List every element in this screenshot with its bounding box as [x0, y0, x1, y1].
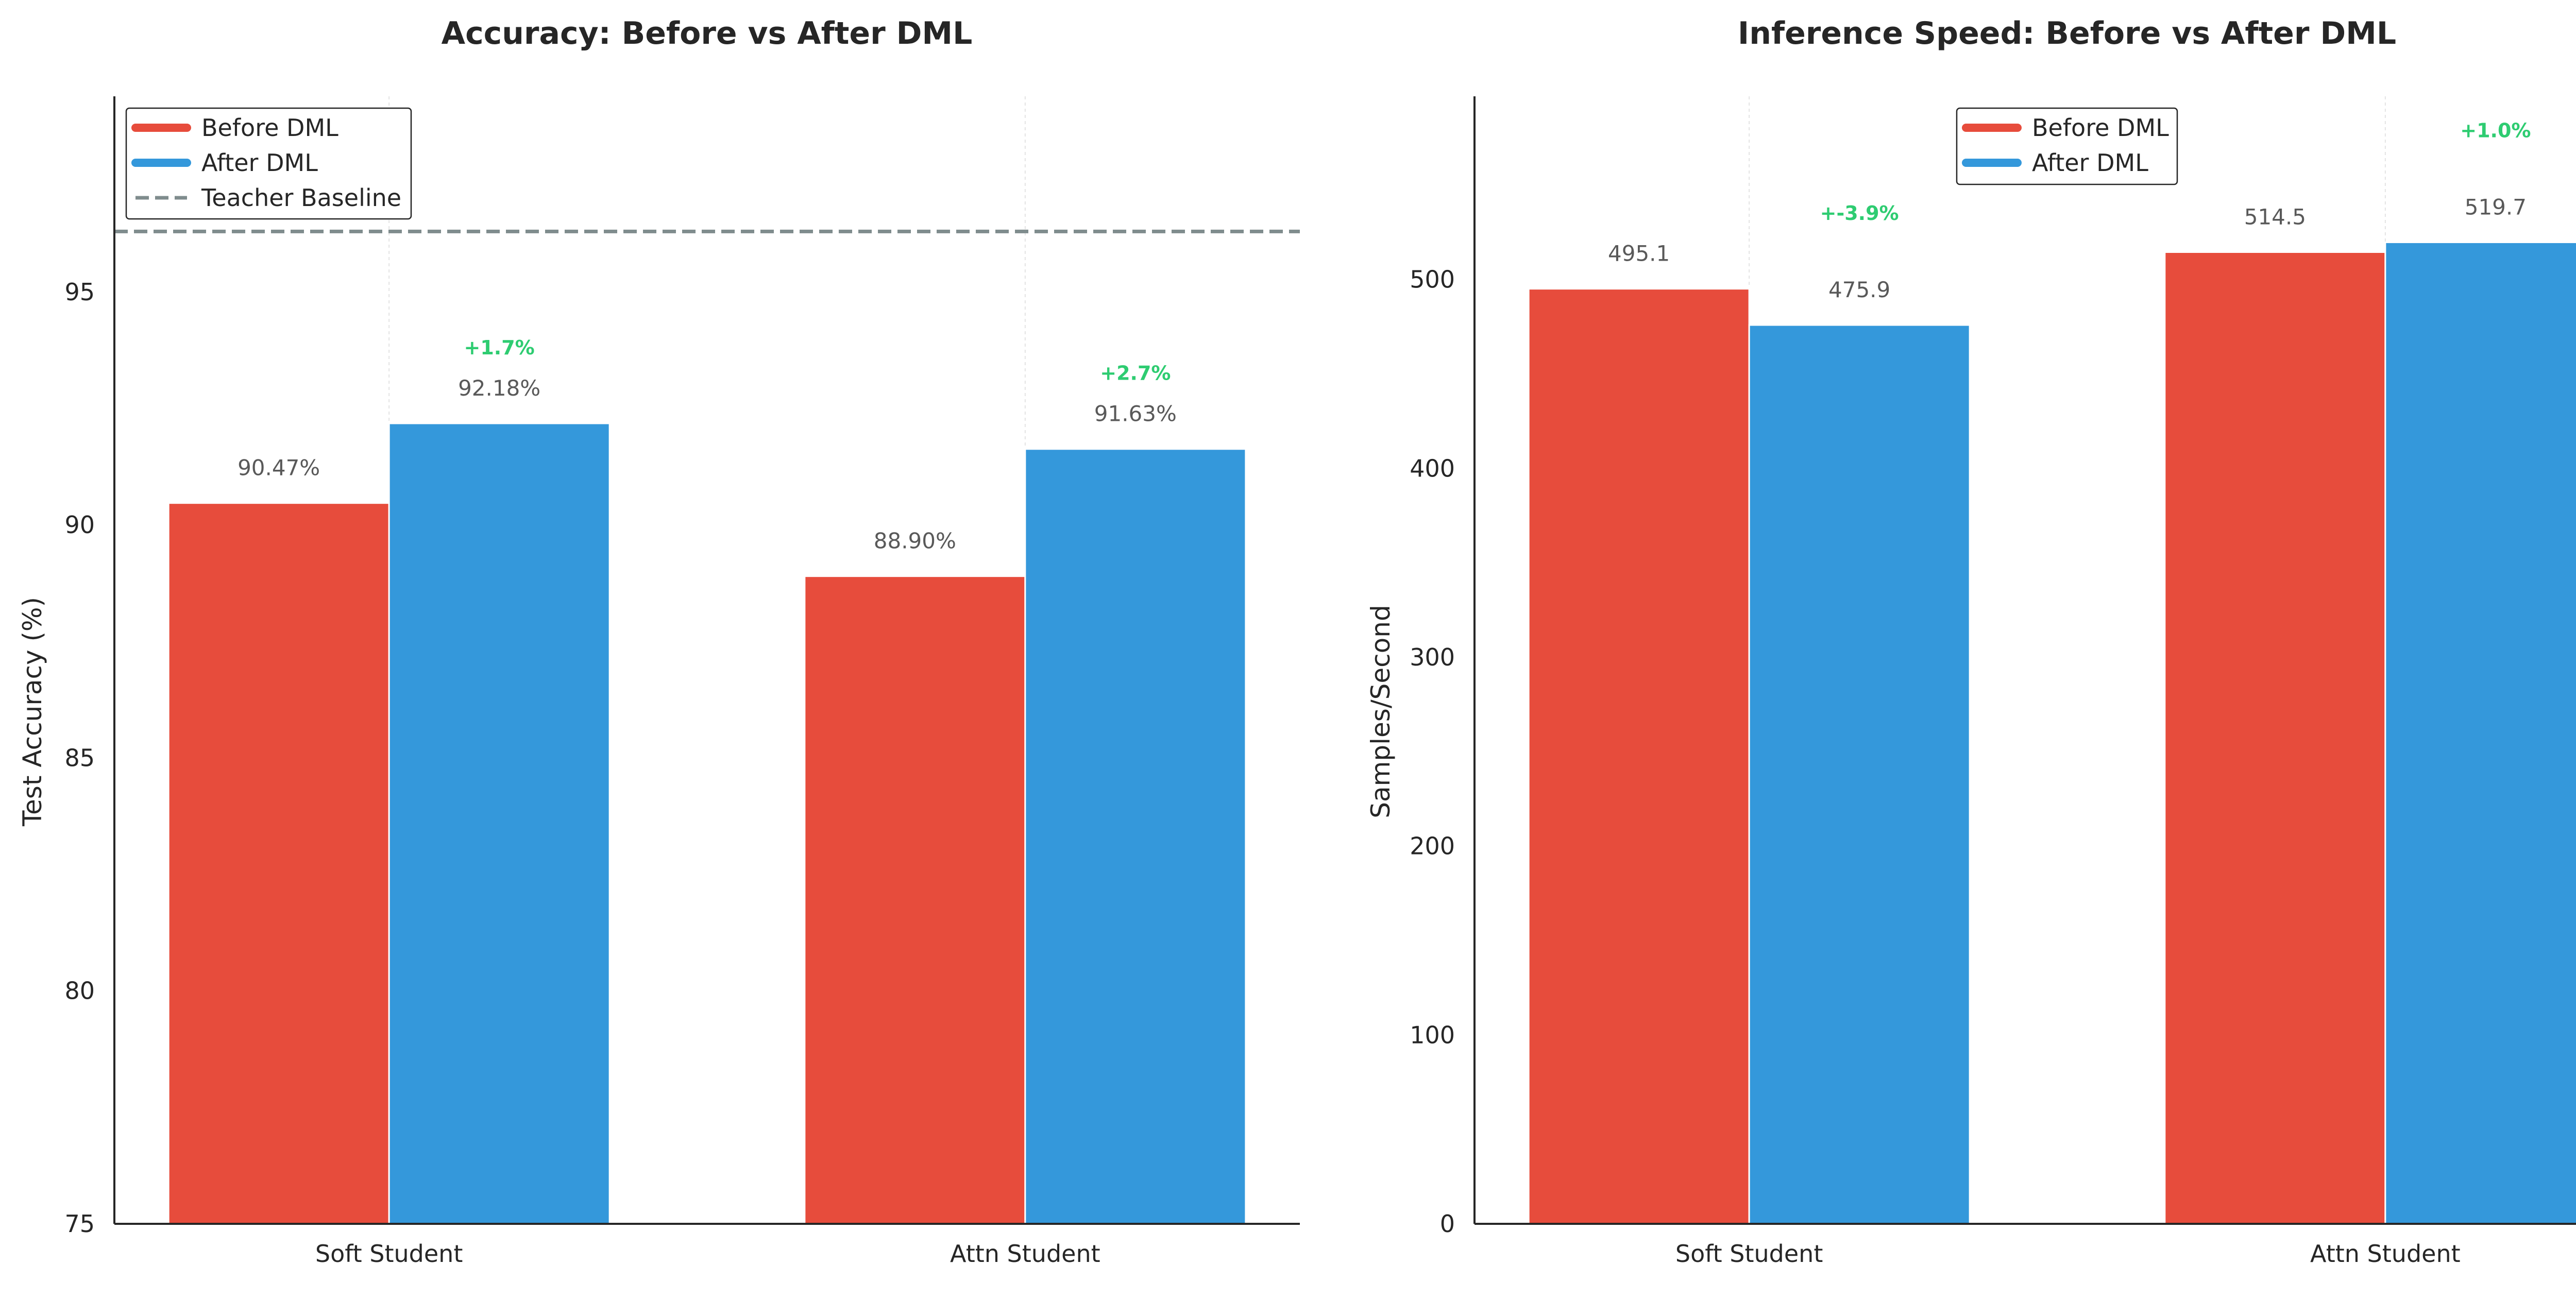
legend-box	[125, 107, 412, 220]
legend-label-after-dml: After DML	[2032, 149, 2148, 177]
y-tick-label: 90	[64, 511, 95, 539]
bar-after-dml-attn-student	[2384, 241, 2576, 1225]
x-tick-label-attn-student: Attn Student	[2310, 1240, 2461, 1268]
y-tick-label: 85	[64, 744, 95, 772]
bar-before-dml-soft-student	[167, 502, 390, 1225]
legend-label-before-dml: Before DML	[2032, 114, 2169, 142]
y-tick-label: 300	[1410, 643, 1455, 671]
y-tick-label: 0	[1440, 1210, 1455, 1238]
y-tick-label: 100	[1410, 1021, 1455, 1049]
legend: Before DML After DML	[1956, 107, 2178, 185]
y-tick-label: 80	[64, 977, 95, 1005]
value-label-before-dml-attn-student: 88.90%	[874, 528, 956, 554]
value-label-after-dml-attn-student: 91.63%	[1094, 401, 1177, 426]
value-label-after-dml-soft-student: 92.18%	[458, 375, 540, 401]
value-label-after-dml-attn-student: 519.7	[2465, 194, 2527, 219]
bar-before-dml-attn-student	[2164, 251, 2386, 1225]
legend-label-teacher-baseline: Teacher Baseline	[201, 184, 401, 212]
y-tick-label: 95	[64, 278, 95, 306]
legend-label-before-dml: Before DML	[201, 114, 338, 142]
legend: Before DML After DML Teacher Baseline	[125, 107, 412, 220]
chart-title: Accuracy: Before vs After DML	[442, 15, 973, 52]
bar-before-dml-attn-student	[804, 575, 1026, 1225]
bar-after-dml-soft-student	[1748, 324, 1971, 1225]
y-axis-label: Samples/Second	[1366, 605, 1396, 818]
x-tick-label-soft-student: Soft Student	[315, 1240, 463, 1268]
y-tick-label: 75	[64, 1210, 95, 1238]
x-tick-label-attn-student: Attn Student	[950, 1240, 1100, 1268]
y-tick-label: 200	[1410, 832, 1455, 860]
value-label-before-dml-soft-student: 495.1	[1608, 241, 1670, 266]
bar-before-dml-soft-student	[1528, 288, 1750, 1225]
accuracy-chart: Accuracy: Before vs After DML 90.47% 88.90…	[18, 15, 1300, 1268]
y-axis-label: Test Accuracy (%)	[18, 597, 47, 827]
value-label-after-dml-soft-student: 475.9	[1828, 277, 1890, 302]
legend-label-after-dml: After DML	[201, 149, 318, 177]
bar-after-dml-attn-student	[1024, 448, 1247, 1225]
delta-label-soft-student: +1.7%	[464, 336, 535, 359]
bar-after-dml-soft-student	[388, 422, 611, 1225]
delta-label-attn-student: +2.7%	[1100, 362, 1171, 385]
y-tick-label: 500	[1410, 266, 1455, 294]
x-tick-label-soft-student: Soft Student	[1675, 1240, 1823, 1268]
delta-label-soft-student: +-3.9%	[1820, 202, 1899, 225]
y-tick-label: 400	[1410, 454, 1455, 482]
delta-label-attn-student: +1.0%	[2460, 119, 2531, 142]
chart-title: Inference Speed: Before vs After DML	[1738, 15, 2396, 52]
inference-speed-chart: Inference Speed: Before vs After DML 495.…	[1366, 15, 2576, 1268]
value-label-before-dml-attn-student: 514.5	[2244, 204, 2306, 230]
value-label-before-dml-soft-student: 90.47%	[238, 455, 320, 481]
